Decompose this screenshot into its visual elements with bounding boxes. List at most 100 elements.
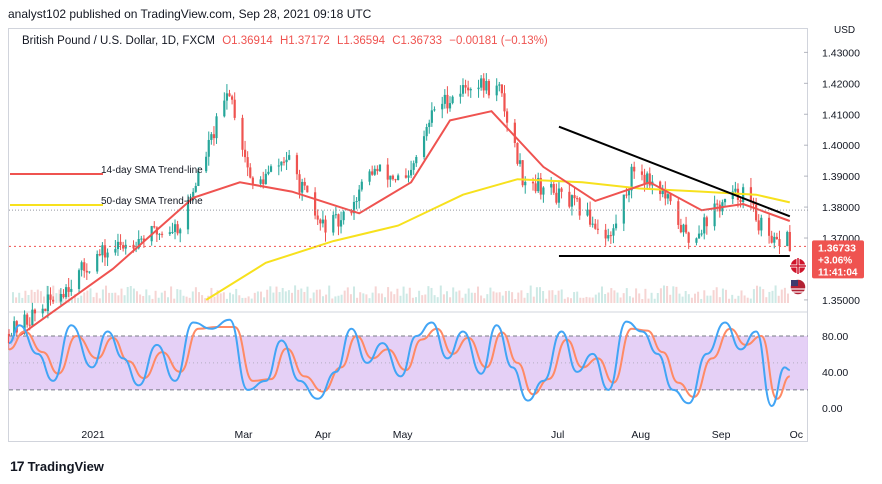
candle-body [46,294,50,312]
volume-bar [362,293,365,303]
candle-body [298,174,301,193]
candle-body [98,254,101,256]
volume-bar [43,296,45,303]
volume-bar [86,290,89,303]
candle-body [228,93,231,97]
candle-body [679,224,682,233]
volume-bar [213,296,216,303]
high-value: H1.37172 [279,35,330,47]
candle-body [586,209,589,216]
volume-bar [300,288,303,303]
candle-body [243,149,247,158]
candle-body [251,177,254,184]
close-value: C1.36733 [392,35,443,47]
candle-body [246,157,249,168]
volume-bar [27,295,30,303]
volume-bar [374,286,377,303]
volume-bar [74,294,76,303]
volume-bar [284,291,287,303]
candle-body [539,177,542,195]
price-axis-label: 1.38000 [822,202,860,214]
candle-body [153,226,156,228]
price-axis-label: 1.42000 [822,78,860,90]
volume-bar [740,290,743,303]
candle-body [368,171,371,182]
volume-bar [498,292,501,303]
us-flag-canton [791,280,798,286]
volume-bar [576,291,579,303]
candle-body [171,231,174,233]
volume-bar [238,295,241,303]
volume-bar [675,286,678,303]
candle-body [591,223,594,225]
volume-bar [619,297,622,303]
candle-body [114,249,117,253]
volume-bar [346,287,349,303]
volume-bar [663,285,665,303]
candle-body [83,262,86,271]
volume-bar [297,289,300,303]
volume-bar [721,288,724,303]
volume-bar [681,296,684,303]
candle-body [713,203,716,227]
candle-body [96,254,99,272]
volume-bar [101,289,104,303]
volume-bar [232,294,235,303]
volume-bar [108,292,111,303]
candle-body [570,195,574,207]
volume-bar [594,294,597,303]
candle-body [716,203,719,205]
candle-body [386,164,389,180]
volume-bar [182,295,185,303]
candle-body [85,270,88,273]
candle-body [160,233,164,235]
candle-body [337,214,340,227]
volume-bar [70,296,73,303]
candle-body [301,181,304,193]
candle-body [648,173,651,186]
volume-bar [281,287,284,303]
volume-bar [225,298,228,303]
volume-bar [508,290,510,303]
volume-bar [278,292,281,303]
volume-bar [55,293,58,303]
candle-body [233,99,236,118]
candle-body [394,179,397,181]
volume-bar [371,292,374,303]
volume-bar [486,294,489,303]
volume-bar [92,297,95,303]
candle-body [158,233,161,235]
volume-bar [659,288,662,303]
candle-body [249,167,252,178]
volume-bar [446,291,448,303]
tradingview-footer[interactable]: 17 TradingView [10,458,104,474]
chart-frame[interactable] [8,28,808,442]
volume-bar [616,292,619,303]
volume-bar [154,290,157,303]
volume-bar [548,290,551,303]
volume-bar [520,290,523,303]
volume-bar [539,287,541,303]
candle-body [389,175,392,180]
volume-bar [216,290,219,303]
volume-bar [483,298,486,303]
volume-bar [554,294,557,303]
candle-body [441,103,444,110]
candle-body [373,168,376,175]
candle-body [622,194,625,224]
candle-body [132,244,135,249]
open-value: O1.36914 [222,35,273,47]
time-axis-label: Jul [551,429,564,441]
volume-bar [771,290,774,303]
volume-bar [697,291,700,303]
candle-body [430,110,433,123]
volume-bar [275,286,278,303]
candle-body [230,96,234,100]
candle-body [594,223,597,229]
volume-bar [322,296,324,303]
volume-bar [291,292,293,303]
volume-bar [638,293,641,303]
volume-bar [644,288,647,303]
candle-body [788,231,791,252]
